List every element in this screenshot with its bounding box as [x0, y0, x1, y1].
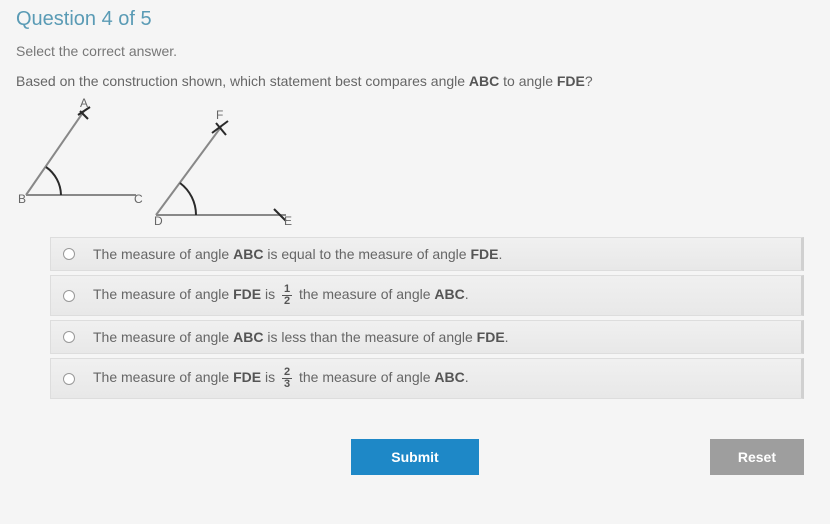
option-3[interactable]: The measure of angle ABC is less than th… — [50, 320, 804, 354]
option-text: The measure of angle FDE is 12 the measu… — [93, 284, 469, 307]
option-4[interactable]: The measure of angle FDE is 23 the measu… — [50, 358, 804, 399]
option-text: The measure of angle ABC is equal to the… — [93, 246, 502, 262]
options-list: The measure of angle ABC is equal to the… — [50, 237, 804, 399]
construction-diagram: A B C F D E — [16, 97, 814, 227]
option-1[interactable]: The measure of angle ABC is equal to the… — [50, 237, 804, 271]
option-text: The measure of angle FDE is 23 the measu… — [93, 367, 469, 390]
reset-button[interactable]: Reset — [710, 439, 804, 475]
q-bold1: ABC — [469, 73, 499, 89]
label-d: D — [154, 214, 163, 227]
submit-button[interactable]: Submit — [351, 439, 478, 475]
label-b: B — [18, 192, 26, 206]
radio-icon — [63, 331, 75, 343]
q-pre: Based on the construction shown, which s… — [16, 73, 469, 89]
q-mid: to angle — [499, 73, 557, 89]
option-text: The measure of angle ABC is less than th… — [93, 329, 509, 345]
label-c: C — [134, 192, 143, 206]
button-row: Submit Reset — [16, 439, 814, 475]
label-f: F — [216, 108, 223, 122]
radio-icon — [63, 248, 75, 260]
question-text: Based on the construction shown, which s… — [16, 73, 814, 89]
q-end: ? — [585, 73, 593, 89]
option-2[interactable]: The measure of angle FDE is 12 the measu… — [50, 275, 804, 316]
label-a: A — [80, 97, 88, 110]
radio-icon — [63, 373, 75, 385]
instruction-text: Select the correct answer. — [16, 43, 814, 59]
question-title: Question 4 of 5 — [16, 8, 814, 31]
q-bold2: FDE — [557, 73, 585, 89]
radio-icon — [63, 290, 75, 302]
label-e: E — [284, 214, 292, 227]
